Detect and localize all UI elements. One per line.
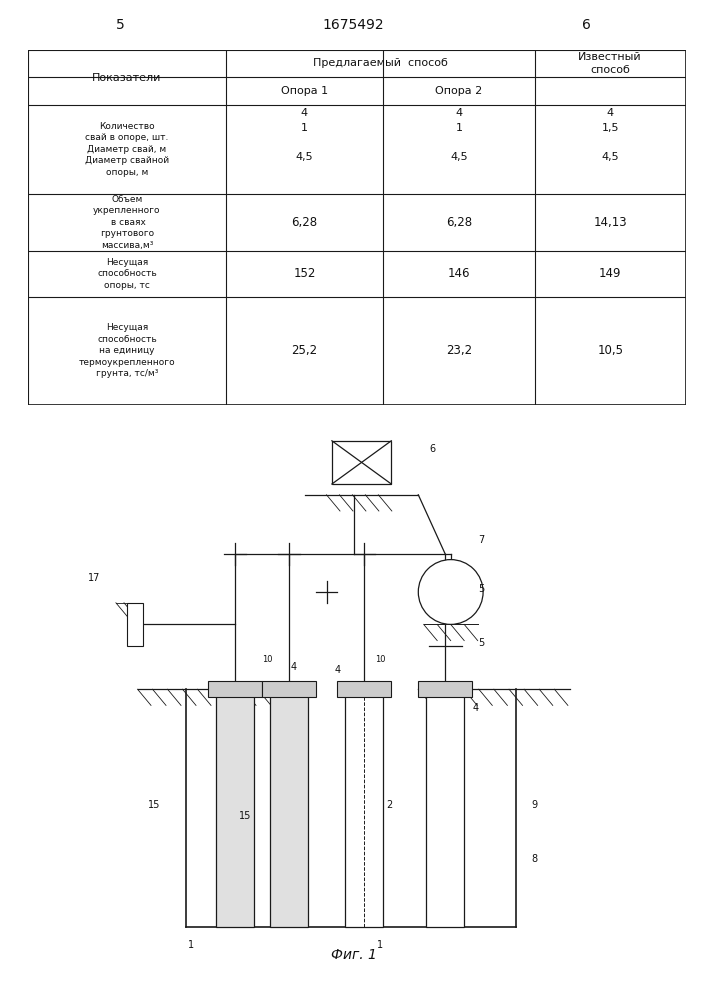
Text: 4
1,5

4,5: 4 1,5 4,5	[602, 108, 619, 162]
Bar	[426, 689, 464, 927]
Text: 15: 15	[148, 800, 160, 810]
Bar	[262, 681, 316, 697]
Bar	[337, 681, 391, 697]
Text: 149: 149	[599, 267, 621, 280]
Text: Несущая
способность
на единицу
термоукрепленного
грунта, тс/м³: Несущая способность на единицу термоукре…	[78, 323, 175, 378]
Text: 23,2: 23,2	[446, 344, 472, 357]
Text: 6: 6	[583, 18, 591, 32]
Text: 25,2: 25,2	[291, 344, 317, 357]
Text: 4
1

4,5: 4 1 4,5	[450, 108, 468, 162]
Text: 1675492: 1675492	[322, 18, 385, 32]
Bar	[270, 689, 308, 927]
Text: 1: 1	[378, 940, 384, 950]
Text: 4: 4	[334, 665, 340, 675]
Text: 10,5: 10,5	[597, 344, 623, 357]
Text: 7: 7	[478, 535, 484, 545]
Text: Показатели: Показатели	[92, 73, 162, 83]
Text: 5: 5	[478, 584, 484, 594]
Bar	[332, 441, 391, 484]
Text: Количество
свай в опоре, шт.
Диаметр свай, м
Диаметр свайной
опоры, м: Количество свай в опоре, шт. Диаметр сва…	[85, 122, 169, 177]
Text: Опора 1: Опора 1	[281, 86, 328, 96]
Bar	[208, 681, 262, 697]
Bar	[127, 603, 143, 646]
Bar	[346, 689, 383, 927]
Circle shape	[419, 560, 483, 624]
Text: 4: 4	[291, 662, 297, 672]
Text: 146: 146	[448, 267, 470, 280]
Text: Предлагаемый  способ: Предлагаемый способ	[312, 58, 448, 68]
Text: 6,28: 6,28	[446, 216, 472, 229]
Text: Опора 2: Опора 2	[436, 86, 483, 96]
Text: 1: 1	[189, 940, 194, 950]
Text: 10: 10	[262, 655, 272, 664]
Text: 9: 9	[532, 800, 538, 810]
Text: 5: 5	[478, 638, 484, 648]
Text: 2: 2	[386, 800, 392, 810]
Text: Несущая
способность
опоры, тс: Несущая способность опоры, тс	[97, 258, 157, 290]
Bar	[216, 689, 254, 927]
Text: 14,13: 14,13	[593, 216, 627, 229]
Text: 6,28: 6,28	[291, 216, 317, 229]
Text: 8: 8	[532, 854, 538, 864]
Text: 4: 4	[472, 703, 479, 713]
Text: Объем
укрепленного
 в сваях
грунтового
массива,м³: Объем укрепленного в сваях грунтового ма…	[93, 195, 160, 250]
Text: 6: 6	[429, 444, 436, 454]
Bar	[419, 681, 472, 697]
Text: 4
1

4,5: 4 1 4,5	[296, 108, 313, 162]
Text: 15: 15	[239, 811, 252, 821]
Text: 152: 152	[293, 267, 315, 280]
Text: Известный
способ: Известный способ	[578, 52, 642, 75]
Text: 5: 5	[116, 18, 124, 32]
Text: Фиг. 1: Фиг. 1	[331, 948, 376, 962]
Text: 17: 17	[88, 573, 100, 583]
Text: 10: 10	[375, 655, 385, 664]
